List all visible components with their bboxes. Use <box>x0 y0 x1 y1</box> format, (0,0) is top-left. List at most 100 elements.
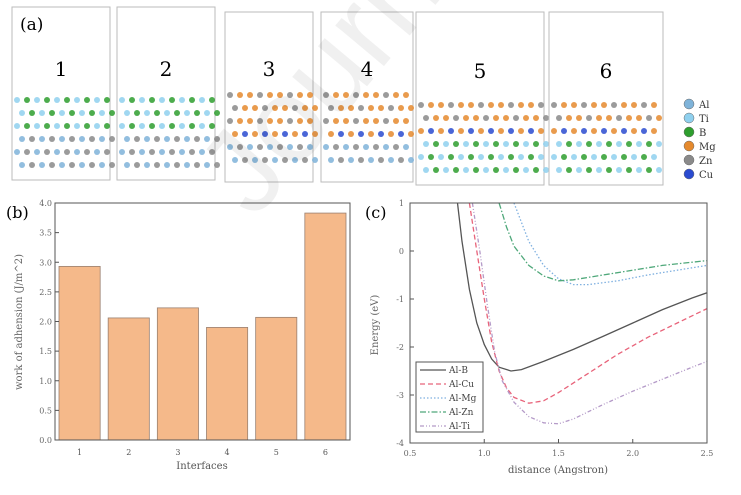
atom <box>423 167 429 173</box>
atom <box>39 162 45 168</box>
atom <box>24 97 30 103</box>
atom <box>556 141 562 147</box>
legend-atom-b-icon <box>683 126 695 138</box>
atom <box>89 136 95 142</box>
atom <box>292 131 298 137</box>
atom <box>267 118 273 124</box>
atom <box>89 110 95 116</box>
y-tick-label: 1 <box>399 199 404 208</box>
atom <box>616 167 622 173</box>
atom <box>184 110 190 116</box>
legend-atom-mg-icon <box>683 140 695 152</box>
atom <box>611 102 617 108</box>
atom <box>338 105 344 111</box>
atom <box>368 105 374 111</box>
atom <box>204 162 210 168</box>
y-axis-label: work of adhension (J/m^2) <box>14 254 25 390</box>
atom <box>297 118 303 124</box>
atom <box>169 97 175 103</box>
atom <box>641 154 647 160</box>
atom <box>34 123 40 129</box>
series-line-al-b <box>456 203 707 372</box>
atom <box>358 105 364 111</box>
panel-label-c: (c) <box>365 203 386 222</box>
atom <box>277 118 283 124</box>
atom <box>586 115 592 121</box>
atom <box>561 154 567 160</box>
atom <box>242 157 248 163</box>
atom <box>134 162 140 168</box>
atom <box>538 128 544 134</box>
atom <box>189 97 195 103</box>
atom <box>19 162 25 168</box>
panel-label-b: (b) <box>6 203 29 222</box>
atom <box>398 157 404 163</box>
series-line-al-cu <box>468 203 707 404</box>
atom <box>323 92 329 98</box>
atom <box>19 136 25 142</box>
atom <box>551 102 557 108</box>
y-tick-label: -2 <box>396 343 404 352</box>
structure-number: 3 <box>263 57 276 81</box>
atom <box>119 149 125 155</box>
atom <box>626 167 632 173</box>
atom <box>129 123 135 129</box>
atom <box>194 110 200 116</box>
atom <box>353 144 359 150</box>
legend-atom-cu-icon <box>683 168 695 180</box>
atom <box>154 110 160 116</box>
atom <box>523 167 529 173</box>
atom <box>368 157 374 163</box>
x-tick-label: 2 <box>126 448 131 457</box>
atom <box>292 105 298 111</box>
atom <box>174 136 180 142</box>
atom <box>493 141 499 147</box>
atom-cluster <box>119 97 220 168</box>
atom <box>227 92 233 98</box>
atom <box>533 115 539 121</box>
atom <box>134 110 140 116</box>
panel-a-structures: (a) 1 2 3 4 5 6 Al Ti B Mg Zn Cu <box>11 6 716 186</box>
atom <box>14 123 20 129</box>
atom <box>169 149 175 155</box>
atom <box>227 144 233 150</box>
y-tick-label: 3.0 <box>39 258 52 267</box>
atom <box>328 105 334 111</box>
atom <box>287 92 293 98</box>
atom <box>214 136 220 142</box>
panel-b-bar-chart: (b) 1 2 3 4 5 6 0.0 0.5 1.0 1.5 2.0 2.5 3.0 3.5 4.0 Inte… <box>6 199 351 472</box>
atom <box>503 115 509 121</box>
atom <box>428 154 434 160</box>
atom <box>543 141 549 147</box>
atom <box>19 110 25 116</box>
atom <box>606 167 612 173</box>
structure-number: 1 <box>55 57 68 81</box>
atom <box>561 128 567 134</box>
atom <box>488 154 494 160</box>
atom <box>403 92 409 98</box>
legend-label-mg: Mg <box>699 142 716 153</box>
atom <box>194 136 200 142</box>
legend-label-ti: Ti <box>699 114 709 125</box>
atom <box>247 144 253 150</box>
atom <box>448 128 454 134</box>
atom <box>129 97 135 103</box>
atom <box>388 157 394 163</box>
legend-atom-zn-icon <box>683 154 695 166</box>
atom <box>468 102 474 108</box>
atom <box>348 131 354 137</box>
atom <box>59 162 65 168</box>
atom <box>463 167 469 173</box>
atom <box>388 105 394 111</box>
atom <box>493 167 499 173</box>
atom <box>383 118 389 124</box>
bar-4 <box>206 327 249 441</box>
x-tick-label: 1.5 <box>552 449 565 458</box>
y-axis-label: Energy (eV) <box>370 295 381 356</box>
atom <box>237 144 243 150</box>
atom <box>39 136 45 142</box>
atom <box>79 136 85 142</box>
atom <box>518 102 524 108</box>
atom <box>601 154 607 160</box>
atom <box>513 115 519 121</box>
